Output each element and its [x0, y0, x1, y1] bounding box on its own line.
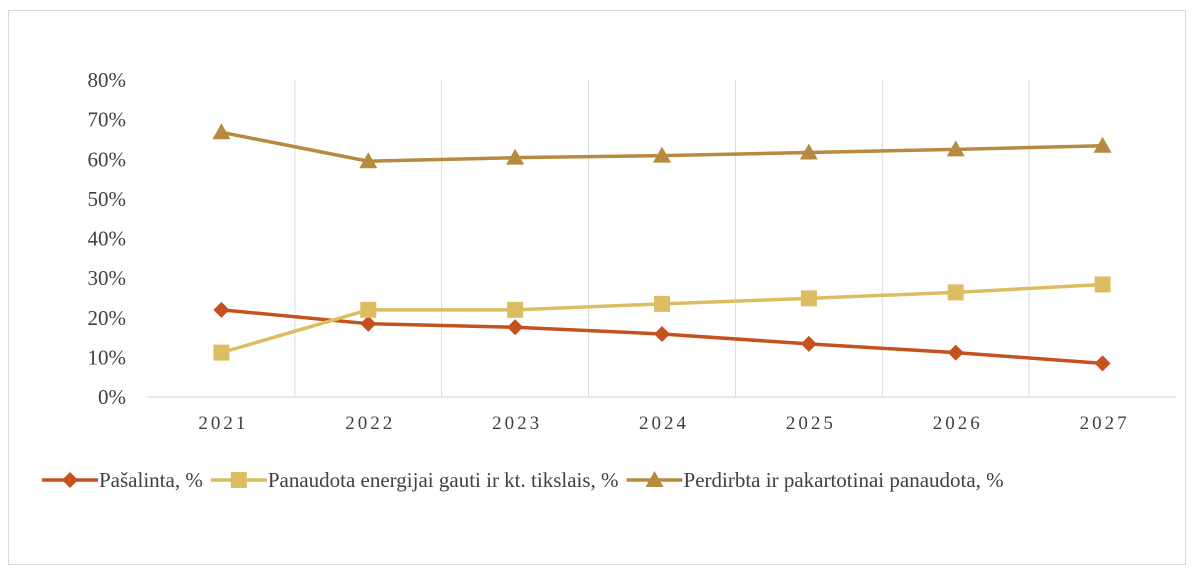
data-point [799, 143, 818, 160]
data-point [947, 284, 964, 301]
data-point [654, 295, 670, 312]
legend-item-2: Panaudota energijai gauti ir kt. tikslai… [210, 468, 619, 492]
y-tick-label: 0% [98, 385, 126, 409]
y-tick-label: 60% [88, 147, 127, 171]
legend-marker [230, 472, 247, 488]
y-tick-label: 20% [88, 306, 127, 330]
data-point [1094, 355, 1111, 372]
chart-frame [8, 10, 1186, 565]
data-point [507, 319, 524, 336]
legend: Pašalinta, % Panaudota energijai gauti ir… [42, 468, 1004, 492]
y-tick-label: 40% [88, 227, 127, 251]
x-tick-label: 2021 [198, 413, 248, 434]
data-point [654, 325, 670, 342]
data-point [507, 301, 524, 318]
legend-label: Perdirbta ir pakartotinai panaudota, % [684, 468, 1004, 492]
legend-marker [645, 471, 664, 487]
y-tick-label: 10% [88, 345, 127, 369]
legend-label: Panaudota energijai gauti ir kt. tikslai… [268, 468, 619, 492]
data-point [946, 140, 965, 157]
data-point [506, 148, 525, 165]
legend-item-3: Perdirbta ir pakartotinai panaudota, % [626, 468, 1004, 492]
x-tick-labels: 2021 2022 2023 2024 2025 2026 2027 [198, 413, 1130, 434]
x-tick-label: 2023 [492, 413, 542, 434]
x-tick-label: 2024 [639, 413, 689, 434]
x-tick-label: 2022 [345, 413, 395, 434]
data-point [213, 344, 230, 361]
gridlines [294, 80, 1030, 397]
y-tick-labels: 0% 10% 20% 30% 40% 50% 60% 70% 80% [88, 68, 127, 409]
series-line [219, 282, 1105, 355]
series-group [212, 123, 1112, 372]
x-tick-label: 2027 [1080, 413, 1130, 434]
y-tick-label: 30% [88, 266, 127, 290]
legend-marker [62, 472, 78, 488]
data-point [359, 152, 378, 169]
legend-item-1: Pašalinta, % [42, 468, 203, 492]
data-point [360, 315, 377, 332]
y-tick-label: 70% [88, 108, 127, 132]
y-tick-label: 80% [88, 68, 127, 92]
series-2 [213, 276, 1111, 361]
data-point [800, 335, 817, 352]
data-point [800, 290, 817, 307]
data-point [653, 146, 671, 163]
data-point [360, 301, 377, 318]
x-tick-label: 2026 [933, 413, 983, 434]
y-tick-label: 50% [88, 187, 127, 211]
data-point [212, 123, 231, 140]
legend-label: Pašalinta, % [99, 468, 203, 492]
series-3 [212, 123, 1112, 169]
x-tick-label: 2025 [786, 413, 836, 434]
data-point [213, 301, 230, 318]
data-point [1094, 276, 1111, 293]
data-point [1093, 136, 1112, 153]
series-1 [213, 301, 1111, 372]
data-point [947, 344, 964, 361]
